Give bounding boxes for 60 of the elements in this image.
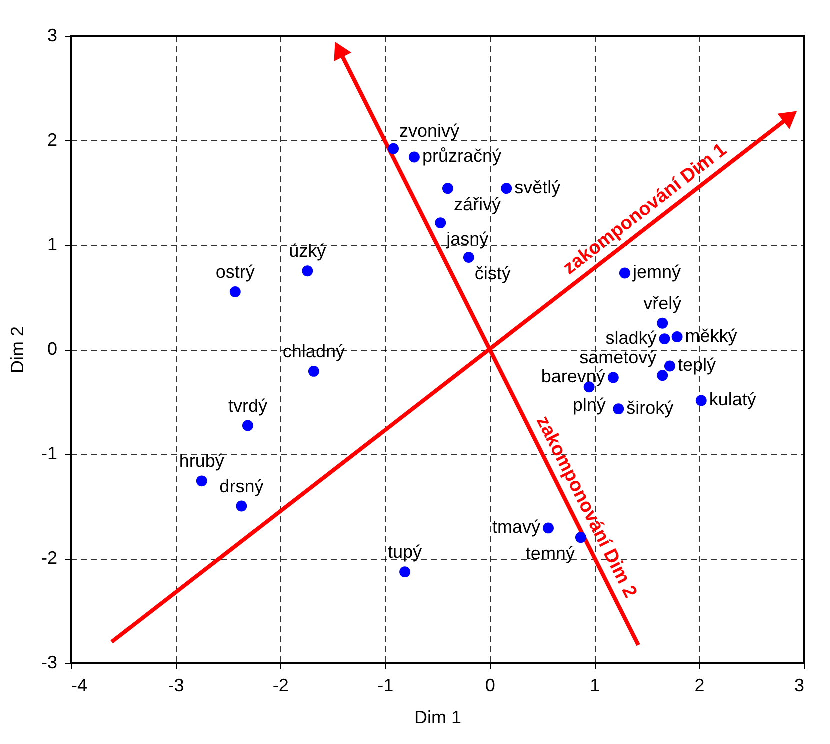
- annotation: sladký: [606, 328, 657, 348]
- annotation: kulatý: [709, 390, 756, 410]
- y-tick-label: -1: [41, 444, 58, 464]
- point: [696, 395, 707, 406]
- point: [236, 500, 248, 512]
- point: [388, 143, 399, 154]
- point: [613, 404, 624, 415]
- point: [501, 183, 512, 194]
- annotation: světlý: [514, 178, 561, 198]
- annotation: průzračný: [422, 146, 502, 166]
- y-axis-title: Dim 2: [7, 326, 28, 374]
- annotation: široký: [626, 398, 674, 418]
- x-tick-label: 2: [694, 676, 705, 696]
- y-tick-label: 1: [47, 234, 58, 254]
- y-tick-label: 2: [47, 130, 58, 150]
- annotation: drsný: [220, 476, 264, 496]
- point: [308, 366, 320, 377]
- x-tick-label: -1: [378, 676, 394, 696]
- x-tick-label: 1: [590, 676, 600, 696]
- annotation: tvrdý: [228, 396, 268, 416]
- annotation: plný: [572, 395, 606, 416]
- annotation: zářivý: [454, 194, 501, 215]
- point: [196, 476, 208, 487]
- point: [400, 566, 411, 578]
- x-tick-label: 0: [485, 676, 496, 696]
- x-tick-label: -4: [72, 676, 88, 696]
- annotation: zvonivý: [400, 120, 460, 141]
- annotation: měkký: [685, 326, 738, 346]
- annotation: hrubý: [179, 451, 224, 472]
- point: [657, 370, 668, 382]
- y-tick-label: -3: [41, 652, 58, 672]
- x-tick-label: -3: [168, 676, 184, 696]
- point: [302, 266, 314, 277]
- point: [230, 286, 241, 298]
- point: [442, 183, 454, 194]
- x-tick-label: -2: [272, 676, 289, 696]
- point: [463, 252, 474, 264]
- x-tick-label: 3: [794, 676, 804, 696]
- point: [672, 331, 683, 342]
- annotation: sametový: [580, 348, 657, 368]
- annotation: čistý: [474, 264, 511, 284]
- annotation: temný: [526, 544, 575, 564]
- point: [435, 218, 446, 229]
- point: [664, 360, 676, 372]
- point: [242, 420, 254, 432]
- annotation: ostrý: [216, 262, 255, 282]
- x-axis-title: Dim 1: [414, 708, 462, 728]
- point: [657, 318, 668, 329]
- y-tick-label: -2: [41, 548, 58, 568]
- annotation: vřelý: [644, 293, 682, 314]
- annotation: tupý: [388, 542, 422, 562]
- point: [408, 152, 420, 163]
- point: [608, 372, 619, 384]
- y-tick-label: 3: [47, 26, 58, 46]
- point: [659, 334, 670, 345]
- y-tick-label: 0: [47, 339, 58, 359]
- annotation: jasný: [446, 229, 489, 250]
- annotation: barevný: [541, 366, 606, 387]
- annotation: úzký: [289, 241, 326, 262]
- annotation: teplý: [678, 355, 716, 376]
